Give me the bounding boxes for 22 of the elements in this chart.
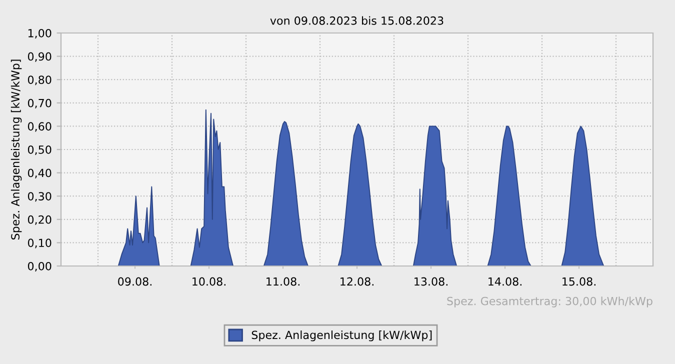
- y-tick-label: 0,80: [28, 76, 52, 86]
- y-tick-label: 0,20: [28, 215, 52, 225]
- text: Spez. Gesamtertrag: 30,00 kWh/kWp: [447, 296, 652, 308]
- y-tick-label: 0,30: [28, 192, 52, 202]
- x-tick-label: 12.08.: [340, 277, 374, 286]
- x-tick-label: 10.08.: [192, 277, 226, 286]
- y-tick-label: 0,60: [28, 122, 52, 132]
- x-tick-label: 13.08.: [414, 277, 448, 286]
- x-tick-label: 15.08.: [562, 277, 596, 286]
- x-tick-label: 14.08.: [488, 277, 522, 286]
- y-tick-label: 0,70: [28, 98, 52, 108]
- legend-label: Spez. Anlagenleistung [kW/kWp]: [252, 330, 432, 342]
- y-tick-label: 0,50: [28, 145, 52, 156]
- x-tick-label: 11.08.: [266, 277, 300, 286]
- x-tick-label: 09.08.: [118, 277, 152, 286]
- y-axis-title: Spez. Anlagenleistung [kW/kWp]: [10, 60, 22, 240]
- y-tick-label: 0,10: [28, 238, 52, 248]
- y-tick-label: 0,00: [28, 262, 52, 272]
- y-tick-label: 0,40: [28, 168, 52, 178]
- chart-title: von 09.08.2023 bis 15.08.2023: [270, 16, 444, 25]
- y-tick-label: 0,90: [28, 52, 52, 62]
- y-tick-label: 1,00: [28, 28, 52, 39]
